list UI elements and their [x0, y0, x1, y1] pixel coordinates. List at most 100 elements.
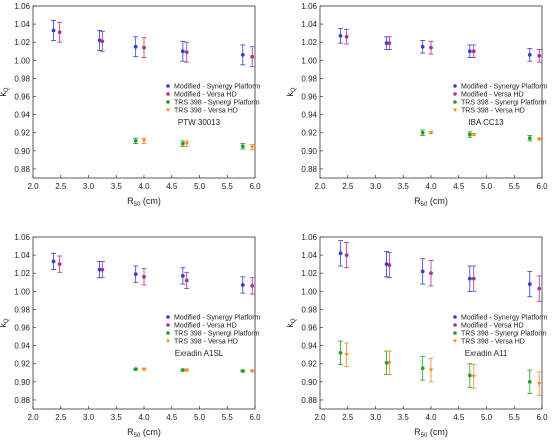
- legend-label: TRS 398 - Versa HD: [174, 339, 238, 346]
- y-tick-label: 0.90: [301, 378, 317, 387]
- data-point: [250, 369, 255, 374]
- x-tick-label: 5.0: [481, 182, 493, 191]
- legend-label: TRS 398 - Synergi Platform: [174, 331, 260, 338]
- legend-label: Modified - Versa HD: [174, 92, 237, 99]
- data-series: [57, 255, 255, 295]
- x-tick-label: 6.0: [249, 413, 261, 422]
- legend-marker: [166, 331, 170, 335]
- legend-label: Modified - Synergy Platform: [174, 84, 261, 91]
- data-point: [184, 368, 189, 373]
- y-tick-label: 0.94: [301, 111, 317, 120]
- x-tick-label: 4.5: [453, 182, 465, 191]
- legend-marker: [166, 92, 170, 96]
- data-point: [133, 44, 138, 49]
- data-series: [428, 131, 542, 142]
- x-tick-label: 3.0: [83, 413, 95, 422]
- x-tick-label: 5.5: [509, 413, 521, 422]
- y-tick-label: 0.92: [301, 360, 317, 369]
- x-tick-label: 4.5: [166, 413, 178, 422]
- legend-marker: [453, 339, 457, 343]
- x-tick-label: 5.0: [194, 413, 206, 422]
- y-tick-label: 0.92: [14, 129, 30, 138]
- data-point: [527, 136, 532, 141]
- x-tick-label: 3.5: [398, 413, 410, 422]
- x-tick-label: 5.5: [222, 413, 234, 422]
- x-tick-label: 2.0: [314, 182, 326, 191]
- x-tick-label: 6.0: [249, 182, 261, 191]
- legend-label: Modified - Synergy Platform: [461, 315, 548, 322]
- data-point: [537, 382, 542, 386]
- legend-label: TRS 398 - Versa HD: [174, 108, 238, 115]
- legend-marker: [166, 108, 170, 112]
- legend-marker: [453, 315, 457, 319]
- data-point: [471, 132, 476, 137]
- data-point: [527, 282, 532, 286]
- data-point: [240, 144, 245, 149]
- data-point: [387, 361, 392, 366]
- data-point: [142, 45, 146, 50]
- y-tick-label: 1.06: [301, 2, 317, 11]
- data-point: [384, 360, 389, 365]
- chart-panel: 2.0 2.5 3.0 3.5 4.0 4.5 5.0 5.5 6.0 0.88 0.90 0.92 0…: [0, 2, 261, 208]
- legend-label: TRS 398 - Synergi Platform: [174, 100, 260, 107]
- x-tick-label: 3.0: [370, 413, 382, 422]
- legend-label: Modified - Synergy Platform: [461, 84, 548, 91]
- data-point: [429, 45, 433, 50]
- data-point: [250, 54, 255, 59]
- data-series: [338, 240, 533, 298]
- data-point: [344, 34, 349, 39]
- data-point: [387, 41, 392, 46]
- legend-marker: [453, 92, 457, 96]
- y-tick-label: 0.90: [14, 378, 30, 387]
- x-tick-label: 5.0: [194, 182, 206, 191]
- data-series: [344, 29, 542, 63]
- y-axis-label: kQ: [285, 318, 297, 328]
- y-tick-label: 0.88: [14, 165, 30, 174]
- y-axis-label: kQ: [0, 318, 10, 328]
- data-point: [420, 130, 425, 135]
- legend-marker: [166, 339, 170, 343]
- data-series: [338, 340, 533, 395]
- data-point: [240, 52, 245, 57]
- y-tick-label: 0.94: [14, 342, 30, 351]
- x-tick-label: 3.5: [398, 182, 410, 191]
- data-point: [180, 274, 185, 278]
- y-tick-label: 0.98: [301, 305, 317, 314]
- data-series: [51, 252, 246, 294]
- data-point: [338, 251, 343, 256]
- y-tick-label: 0.90: [14, 147, 30, 156]
- x-tick-label: 5.0: [481, 413, 493, 422]
- y-tick-label: 1.02: [14, 38, 30, 47]
- data-point: [51, 259, 56, 264]
- y-tick-label: 0.88: [301, 165, 317, 174]
- data-point: [467, 49, 472, 54]
- y-tick-label: 0.94: [14, 111, 30, 120]
- y-tick-label: 1.02: [14, 269, 30, 278]
- data-point: [100, 39, 105, 44]
- x-tick-label: 3.5: [111, 182, 123, 191]
- x-tick-label: 6.0: [536, 413, 548, 422]
- data-point: [387, 263, 392, 267]
- y-tick-label: 1.00: [14, 287, 30, 296]
- y-tick-label: 0.98: [301, 74, 317, 83]
- legend-label: TRS 398 - Versa HD: [461, 108, 525, 115]
- data-series: [133, 137, 246, 150]
- legend-marker: [453, 84, 457, 88]
- data-point: [429, 271, 433, 276]
- data-series: [141, 367, 255, 374]
- data-point: [537, 286, 542, 291]
- legend-marker: [166, 323, 170, 327]
- data-series: [344, 342, 542, 396]
- x-tick-label: 5.5: [509, 182, 521, 191]
- data-point: [100, 267, 105, 272]
- x-tick-label: 4.0: [138, 182, 150, 191]
- data-point: [527, 379, 532, 384]
- legend-label: Modified - Versa HD: [174, 323, 237, 330]
- legend-marker: [166, 84, 170, 88]
- x-axis-label: R50 (cm): [127, 427, 161, 439]
- data-point: [133, 367, 138, 372]
- y-tick-label: 0.96: [301, 324, 317, 333]
- data-point: [184, 50, 189, 55]
